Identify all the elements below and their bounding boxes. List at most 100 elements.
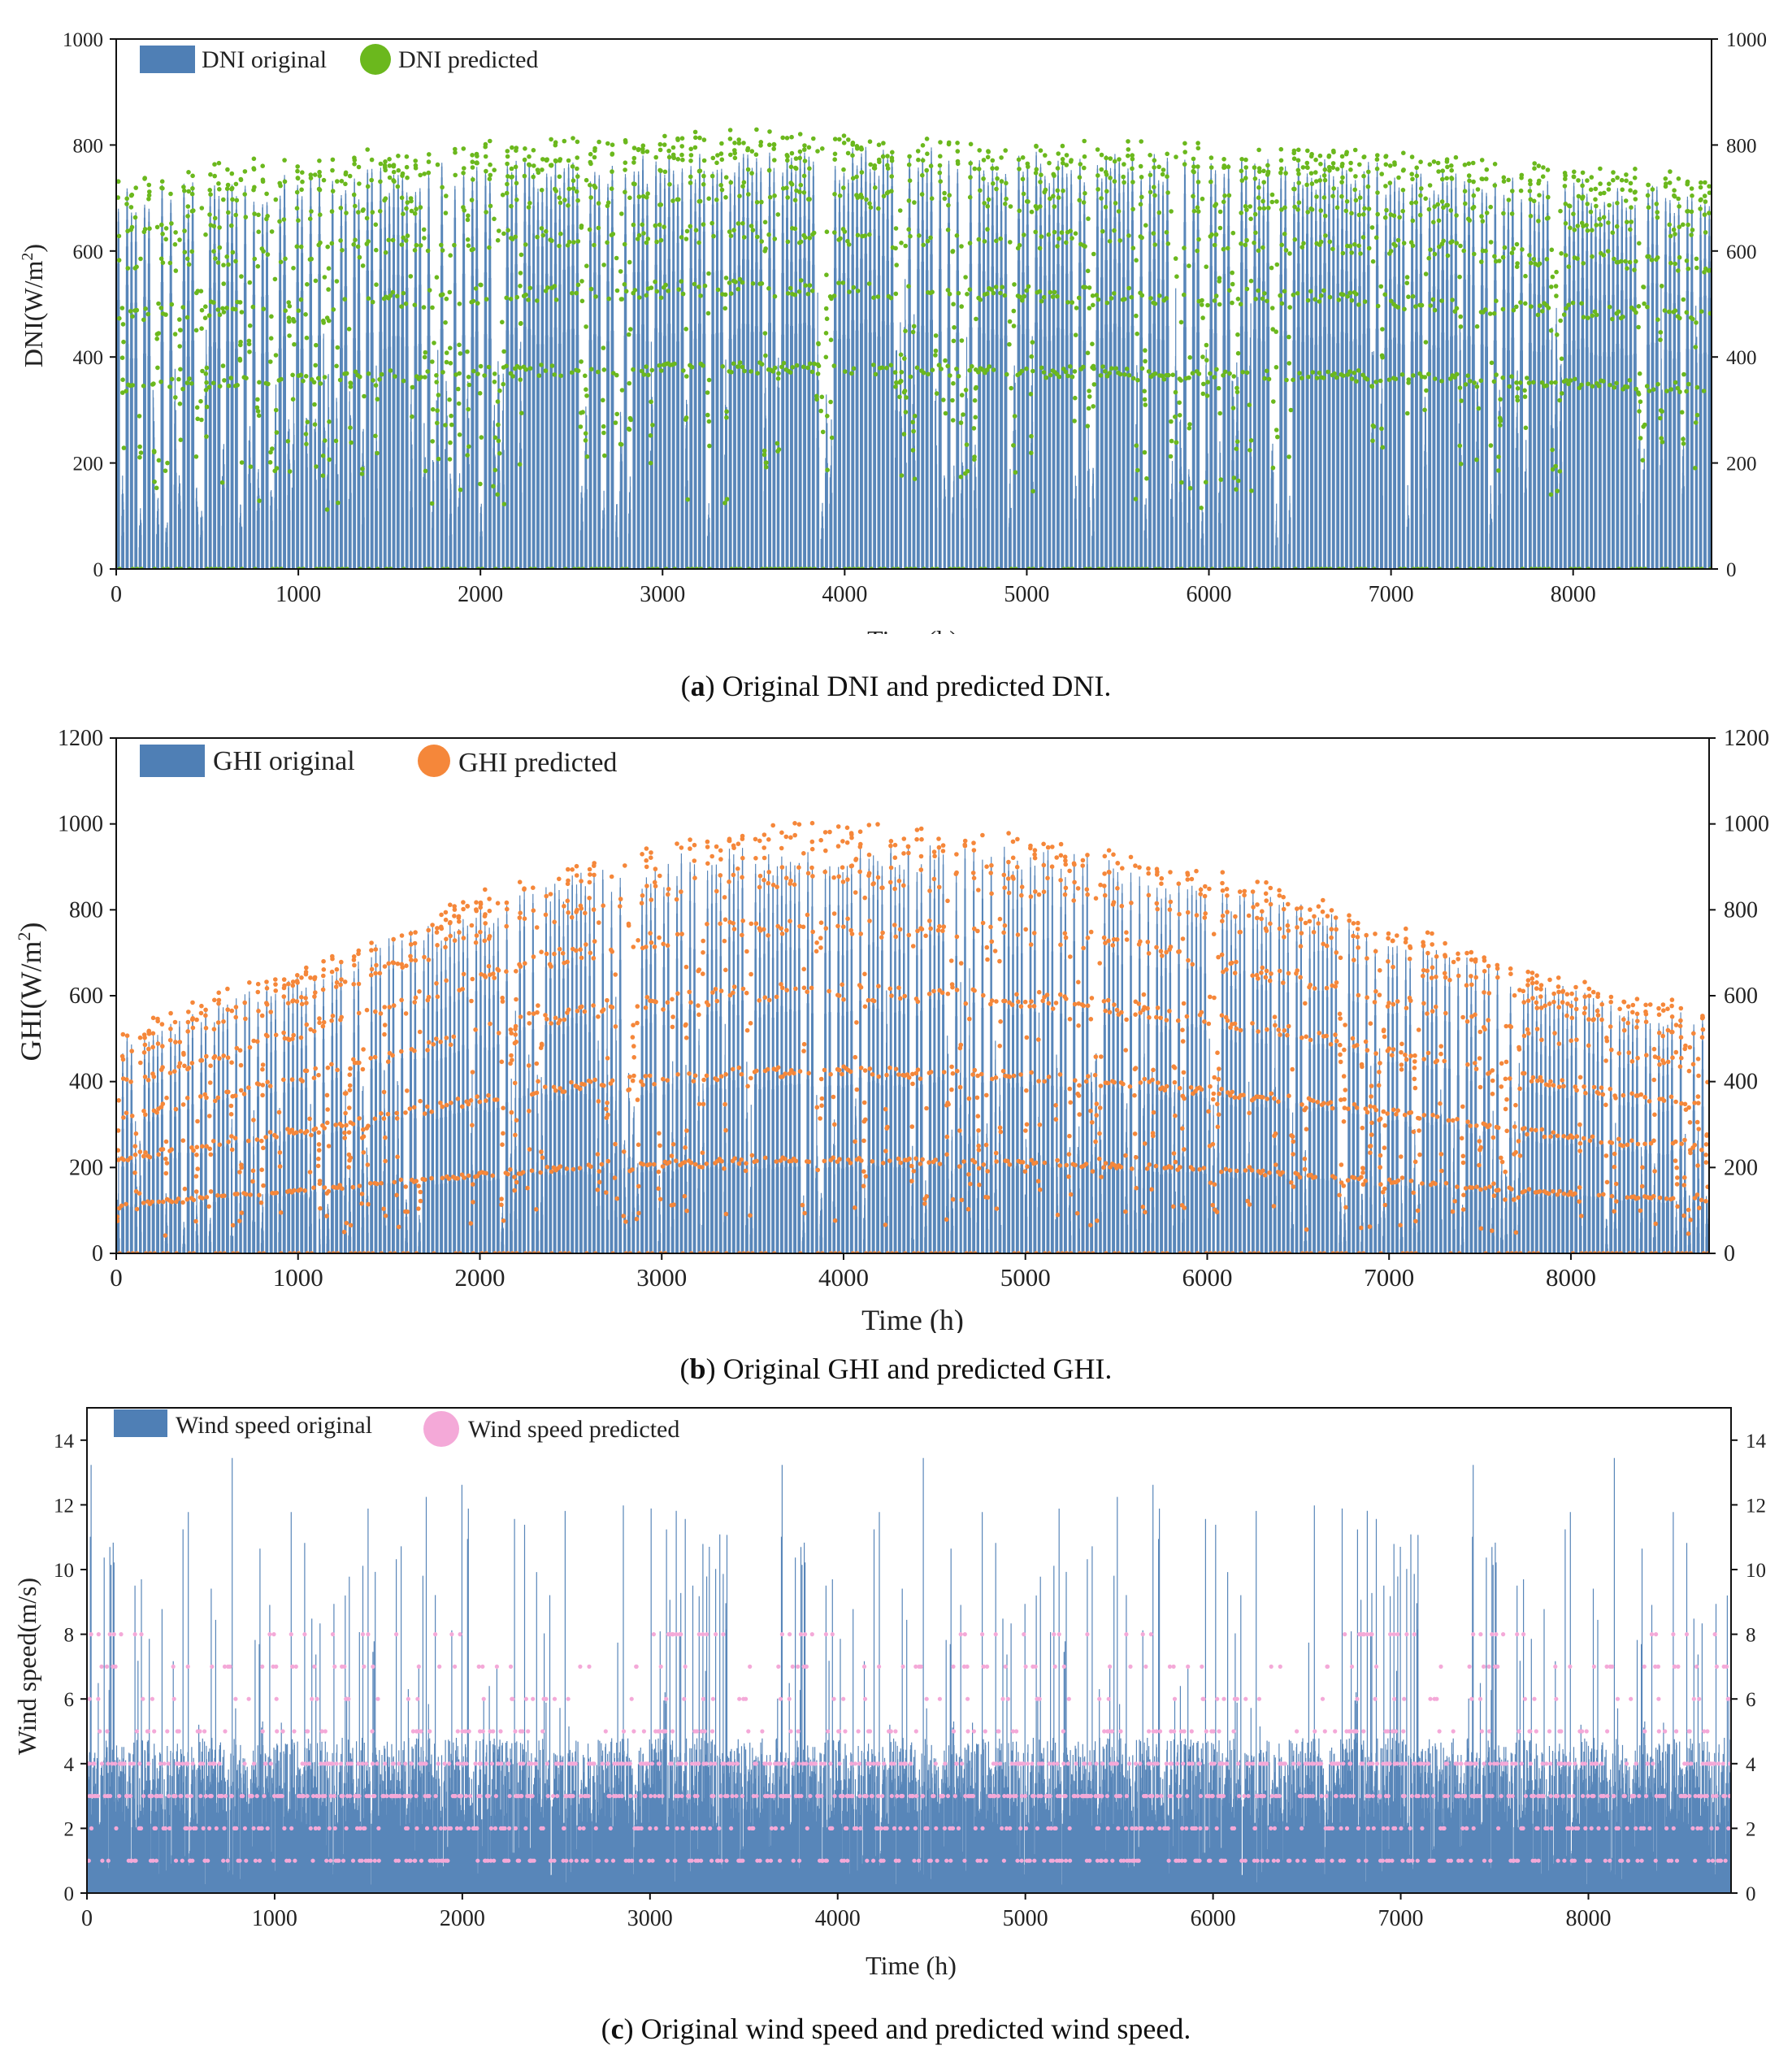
predicted-point (268, 1010, 274, 1014)
predicted-point (484, 297, 489, 302)
predicted-point (932, 853, 937, 859)
predicted-point (121, 1157, 126, 1162)
predicted-point (1291, 1152, 1295, 1157)
predicted-point (125, 266, 131, 271)
predicted-point (679, 931, 684, 936)
predicted-point (566, 158, 571, 163)
predicted-point (1057, 236, 1061, 241)
predicted-point (939, 990, 945, 996)
predicted-point (1498, 423, 1503, 428)
predicted-point (1085, 892, 1090, 897)
predicted-point (225, 1055, 231, 1060)
predicted-point (1124, 930, 1129, 935)
predicted-point (333, 1123, 338, 1127)
predicted-point (1143, 358, 1148, 364)
predicted-point (1111, 852, 1116, 858)
predicted-point (159, 1022, 165, 1027)
predicted-point (434, 1036, 439, 1041)
predicted-point (228, 376, 234, 380)
predicted-point (981, 158, 987, 163)
predicted-point (1327, 294, 1333, 300)
predicted-point (807, 197, 812, 202)
predicted-point (455, 1176, 460, 1181)
predicted-point (134, 1206, 140, 1212)
predicted-point (426, 159, 432, 164)
predicted-point (997, 916, 1003, 922)
predicted-point (740, 833, 745, 839)
predicted-point (1042, 1079, 1047, 1084)
predicted-point (1088, 1108, 1093, 1114)
predicted-point (495, 237, 501, 243)
predicted-point (907, 1156, 912, 1162)
predicted-point (601, 1007, 606, 1012)
predicted-point (621, 1214, 626, 1218)
predicted-point (487, 934, 492, 939)
predicted-point (929, 196, 935, 201)
predicted-point (1202, 893, 1208, 899)
predicted-point (859, 146, 864, 152)
predicted-point (1208, 371, 1213, 376)
predicted-point (1633, 189, 1638, 194)
predicted-point (700, 1165, 705, 1170)
predicted-point (977, 148, 982, 153)
predicted-point (1660, 440, 1665, 445)
predicted-point (822, 869, 827, 875)
predicted-point (1055, 244, 1060, 249)
predicted-point (766, 933, 770, 938)
predicted-point (1285, 923, 1291, 928)
predicted-point (444, 1036, 449, 1040)
predicted-point (1098, 882, 1103, 888)
predicted-point (168, 191, 173, 197)
predicted-point (1444, 157, 1450, 162)
predicted-point (1636, 304, 1642, 309)
predicted-point (1164, 1083, 1169, 1089)
predicted-point (545, 1165, 550, 1170)
predicted-point (141, 317, 146, 323)
predicted-point (889, 174, 894, 179)
predicted-point (447, 289, 453, 295)
predicted-point (1281, 906, 1287, 912)
predicted-point (1330, 161, 1336, 166)
predicted-point (1295, 167, 1301, 173)
predicted-point (702, 283, 708, 289)
predicted-point (862, 895, 867, 901)
predicted-point (842, 229, 848, 234)
predicted-point (491, 971, 496, 976)
predicted-point (189, 249, 194, 254)
predicted-point (631, 1073, 636, 1079)
predicted-point (513, 1132, 518, 1138)
predicted-point (181, 1052, 186, 1057)
predicted-point (466, 375, 471, 380)
predicted-point (1571, 211, 1576, 217)
predicted-point (1561, 312, 1567, 317)
predicted-point (1483, 248, 1488, 254)
predicted-point (514, 145, 519, 150)
predicted-point (199, 326, 204, 332)
predicted-point (1410, 176, 1415, 182)
predicted-point (1011, 308, 1017, 314)
predicted-point (679, 144, 684, 149)
predicted-point (1180, 1039, 1186, 1044)
predicted-point (951, 338, 957, 344)
predicted-point (1317, 153, 1323, 159)
predicted-point (670, 1014, 675, 1019)
predicted-point (1594, 223, 1599, 228)
predicted-point (356, 210, 361, 215)
predicted-point (1703, 230, 1708, 235)
predicted-point (1610, 316, 1615, 322)
predicted-point (229, 1008, 235, 1014)
predicted-point (1308, 907, 1313, 912)
predicted-point (1231, 476, 1237, 480)
predicted-point (1091, 302, 1096, 308)
predicted-point (1020, 297, 1025, 303)
predicted-point (394, 1110, 400, 1116)
predicted-point (1208, 155, 1214, 160)
predicted-point (505, 149, 510, 154)
predicted-point (299, 975, 304, 980)
predicted-point (1334, 205, 1340, 211)
predicted-point (163, 237, 168, 242)
predicted-point (300, 170, 305, 175)
predicted-point (579, 224, 584, 228)
predicted-point (405, 1088, 410, 1093)
predicted-point (827, 829, 832, 835)
